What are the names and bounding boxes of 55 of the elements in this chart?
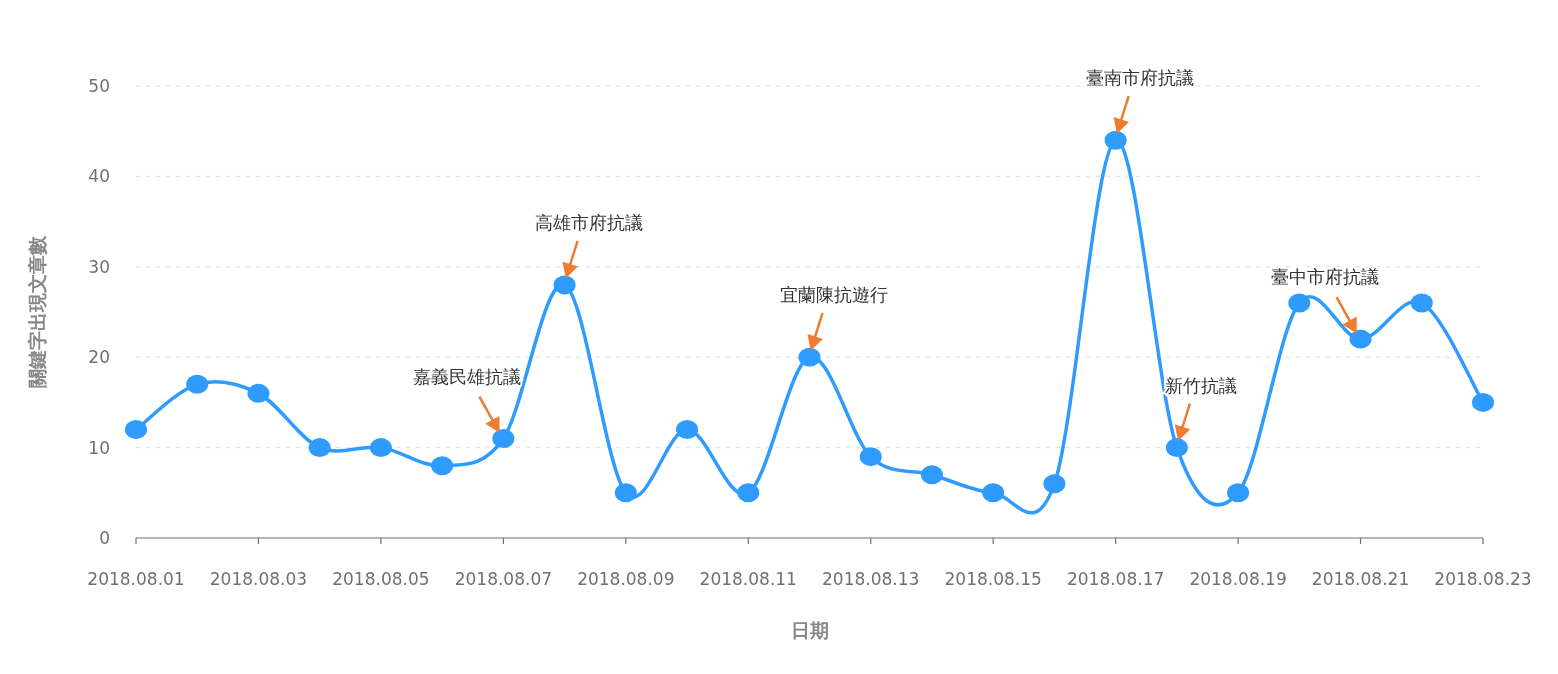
point (553, 275, 576, 295)
x-tick-label: 2018.08.23 (1434, 569, 1532, 589)
annotation: 臺中市府抗議 (1270, 266, 1379, 333)
point (125, 420, 147, 440)
point (431, 456, 454, 476)
point (1472, 392, 1494, 412)
annotation: 臺南市府抗議 (1085, 67, 1194, 133)
x-tick-label: 2018.08.09 (577, 569, 675, 589)
point (1410, 293, 1433, 313)
point (247, 383, 270, 403)
annotation: 高雄市府抗議 (534, 211, 643, 233)
x-tick-label: 2018.08.11 (699, 569, 797, 589)
point (859, 447, 882, 467)
annotation: 新竹抗議 (1164, 374, 1237, 396)
x-tick-label: 2018.08.03 (209, 569, 308, 589)
annotation: 宜蘭陳抗遊行 (779, 284, 888, 350)
x-tick-label: 2018.08.01 (87, 569, 185, 589)
x-tick-label: 2018.08.15 (944, 569, 1042, 589)
point (920, 465, 943, 485)
point (186, 374, 209, 394)
annotation: 嘉義民雄抗議 (413, 365, 522, 432)
point (1104, 130, 1127, 150)
point (369, 438, 392, 458)
point (492, 429, 515, 449)
point (737, 483, 760, 503)
y-tick-label: 0 (99, 528, 110, 548)
point (308, 438, 331, 458)
annotation: 臺中市府抗議 (1270, 266, 1379, 288)
x-tick-label: 2018.08.07 (454, 569, 553, 589)
x-tick-label: 2018.08.19 (1189, 569, 1287, 589)
x-axis-title: 日期 (790, 619, 829, 641)
point (1288, 293, 1311, 313)
y-tick-label: 50 (88, 76, 110, 96)
x-tick-label: 2018.08.05 (332, 569, 430, 589)
point (1349, 329, 1372, 349)
x-tick-label: 2018.08.13 (822, 569, 920, 589)
point (1165, 438, 1188, 458)
point (1043, 474, 1066, 494)
x-tick-label: 2018.08.21 (1311, 569, 1410, 589)
y-axis-title: 關鍵字出現文章數 (26, 235, 48, 388)
point (982, 483, 1005, 503)
point (676, 420, 699, 440)
annotation: 高雄市府抗議 (534, 211, 643, 278)
point (798, 347, 821, 367)
y-tick-label: 40 (88, 166, 110, 187)
point (1227, 483, 1250, 503)
annotation: 嘉義民雄抗議 (413, 365, 522, 387)
y-tick-label: 10 (88, 437, 110, 458)
annotation: 臺南市府抗議 (1085, 67, 1194, 89)
y-tick-label: 30 (88, 256, 110, 277)
x-tick-label: 2018.08.17 (1066, 569, 1165, 589)
point (614, 483, 637, 503)
annotation: 宜蘭陳抗遊行 (779, 284, 888, 306)
y-tick-label: 20 (88, 347, 110, 368)
annotation: 新竹抗議 (1164, 374, 1237, 440)
